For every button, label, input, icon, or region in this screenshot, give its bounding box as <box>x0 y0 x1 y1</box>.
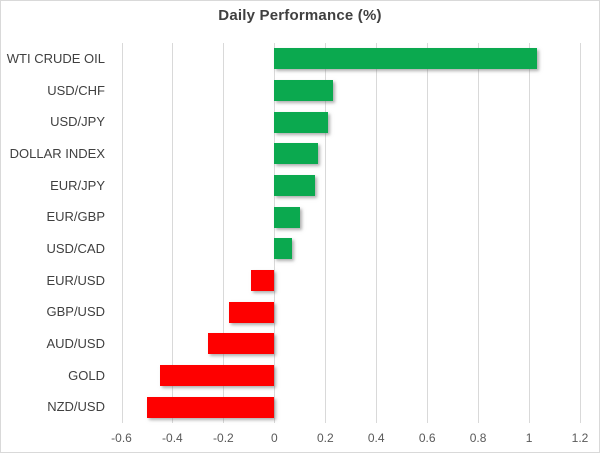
category-label: USD/JPY <box>50 114 105 130</box>
x-gridline <box>274 43 276 423</box>
category-label: GOLD <box>68 367 105 383</box>
x-gridline <box>529 43 531 423</box>
bar-usd-jpy <box>274 111 328 133</box>
category-label: AUD/USD <box>46 335 105 351</box>
x-tick-label: 1 <box>525 431 533 445</box>
category-label: NZD/USD <box>47 399 105 415</box>
x-tick-label: -0.4 <box>162 431 183 445</box>
x-gridline <box>376 43 378 423</box>
x-gridline <box>478 43 480 423</box>
category-label: USD/CAD <box>46 240 105 256</box>
x-tick-label: 0.4 <box>367 431 385 445</box>
category-label: DOLLAR INDEX <box>9 145 105 161</box>
bar-gbp-usd <box>228 301 275 323</box>
x-gridline <box>172 43 174 423</box>
x-gridline <box>223 43 225 423</box>
x-gridline <box>121 43 123 423</box>
category-label: EUR/USD <box>46 272 105 288</box>
x-tick-label: 1.2 <box>571 431 589 445</box>
category-label: USD/CHF <box>47 82 105 98</box>
bar-nzd-usd <box>146 396 275 418</box>
x-tick-label: -0.2 <box>213 431 234 445</box>
x-tick-label: -0.6 <box>111 431 132 445</box>
bar-eur-usd <box>251 270 275 291</box>
x-tick-label: 0 <box>270 431 278 445</box>
category-label: GBP/USD <box>46 304 105 320</box>
bar-gold <box>159 365 275 386</box>
bar-dollar-index <box>274 143 318 165</box>
bar-eur-jpy <box>274 175 316 196</box>
x-tick-label: 0.8 <box>469 431 487 445</box>
bar-eur-gbp <box>274 206 300 228</box>
x-tick-label: 0.6 <box>418 431 436 445</box>
x-gridline <box>427 43 429 423</box>
category-label: EUR/GBP <box>46 209 105 225</box>
bar-wti-crude-oil <box>274 48 537 70</box>
x-gridline <box>580 43 581 423</box>
chart-title: Daily Performance (%) <box>218 7 382 24</box>
bar-usd-cad <box>274 238 293 260</box>
x-gridline <box>325 43 327 423</box>
x-tick-label: 0.2 <box>316 431 334 445</box>
category-label: EUR/JPY <box>50 177 105 193</box>
bar-aud-usd <box>208 333 275 355</box>
bar-usd-chf <box>274 80 333 101</box>
category-label: WTI CRUDE OIL <box>6 50 105 66</box>
